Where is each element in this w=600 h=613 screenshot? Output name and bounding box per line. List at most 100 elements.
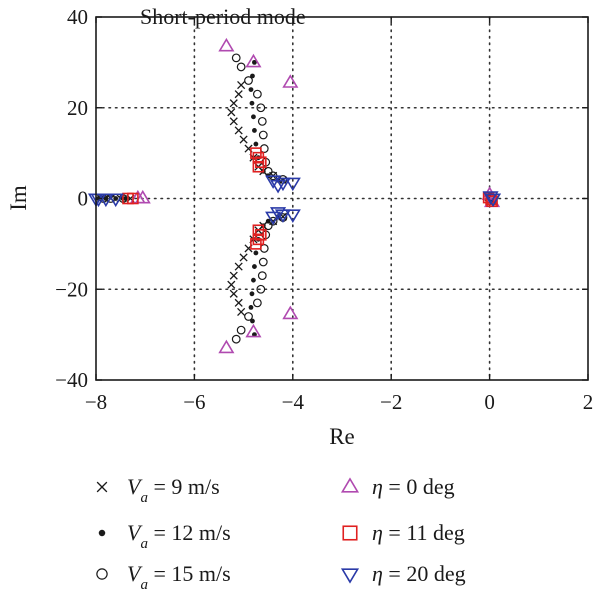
data-point-dot xyxy=(249,100,255,106)
legend-label: η = 0 deg xyxy=(372,474,455,499)
data-point-square xyxy=(252,160,265,173)
data-point-square xyxy=(486,195,498,208)
x-stroke xyxy=(227,108,236,117)
legend-marker-x xyxy=(96,481,108,493)
data-point-x xyxy=(234,262,243,271)
x-stroke xyxy=(237,81,246,90)
data-point-dot xyxy=(252,128,257,133)
legend-variable: η xyxy=(372,474,383,499)
data-point-circle xyxy=(236,325,246,335)
legend-label: Va = 9 m/s xyxy=(127,474,220,506)
legend-marker-dot xyxy=(98,529,106,537)
data-point-x xyxy=(227,108,236,117)
legend-label: η = 11 deg xyxy=(372,520,465,545)
legend-value: = 9 m/s xyxy=(148,474,220,499)
legend-entry: Va = 12 m/s xyxy=(98,520,231,552)
data-point-triangle-down xyxy=(107,193,124,208)
data-point-x xyxy=(229,271,238,280)
x-stroke xyxy=(239,253,248,262)
x-stroke xyxy=(227,280,236,289)
data-point-circle xyxy=(231,334,241,344)
legend-entry: η = 20 deg xyxy=(340,561,466,586)
y-tick-label: 20 xyxy=(67,96,88,120)
data-point-dot xyxy=(248,305,254,310)
data-point-dot xyxy=(252,59,257,65)
series-triangle-down xyxy=(87,175,502,226)
data-point-x xyxy=(234,126,243,135)
y-tick-label: 0 xyxy=(78,187,89,211)
data-point-circle xyxy=(244,312,253,321)
x-tick-label: −4 xyxy=(282,390,305,414)
y-tick-label: −20 xyxy=(55,277,88,301)
data-point-triangle-up xyxy=(218,37,235,52)
x-stroke xyxy=(237,307,246,316)
x-axis-label: Re xyxy=(329,424,355,449)
legend-entry: η = 0 deg xyxy=(340,474,455,499)
legend-label: η = 20 deg xyxy=(372,561,466,586)
legend-marker-triangle-up xyxy=(340,477,360,493)
data-point-triangle-down xyxy=(265,211,282,226)
x-stroke xyxy=(234,126,243,135)
data-point-circle xyxy=(256,284,266,294)
legend-entry: Va = 15 m/s xyxy=(96,561,231,593)
data-point-circle xyxy=(263,166,273,176)
x-stroke xyxy=(234,90,243,99)
data-point-x xyxy=(239,135,248,144)
data-point-square xyxy=(252,224,265,237)
data-point-dot xyxy=(248,87,254,92)
data-point-circle xyxy=(244,76,253,85)
data-point-dot xyxy=(251,277,256,283)
data-point-circle xyxy=(236,62,246,72)
legend-variable: V xyxy=(127,561,143,586)
data-point-triangle-down xyxy=(284,209,301,223)
data-point-x xyxy=(237,81,246,90)
data-point-dot xyxy=(252,264,257,269)
data-point-x xyxy=(234,90,243,99)
data-point-x xyxy=(229,99,238,108)
y-tick-label: 40 xyxy=(67,5,88,29)
x-stroke xyxy=(229,271,238,280)
legend-variable: η xyxy=(372,561,383,586)
data-point-circle xyxy=(263,221,273,231)
x-stroke xyxy=(234,262,243,271)
x-tick-label: −6 xyxy=(183,390,205,414)
data-point-circle xyxy=(257,116,267,126)
data-point-x xyxy=(229,117,238,126)
data-point-triangle-up xyxy=(282,305,299,320)
data-point-triangle-up xyxy=(245,53,262,68)
data-point-triangle-down xyxy=(269,207,287,221)
legend-label: Va = 15 m/s xyxy=(127,561,231,593)
data-point-x xyxy=(237,307,246,316)
data-point-triangle-down xyxy=(274,177,292,192)
x-stroke xyxy=(234,298,243,307)
legend-value: = 20 deg xyxy=(383,561,466,586)
grid-layer xyxy=(95,16,589,381)
data-point-x xyxy=(234,298,243,307)
data-point-triangle-down xyxy=(482,191,499,205)
legend-marker-square xyxy=(342,525,358,541)
legend-subscript: a xyxy=(140,577,148,593)
x-tick-label: 2 xyxy=(583,390,594,414)
data-point-dot xyxy=(253,250,259,256)
y-tick-label: −40 xyxy=(55,368,88,392)
data-point-circle xyxy=(258,257,268,267)
x-tick-label: −2 xyxy=(380,390,402,414)
x-stroke xyxy=(229,117,238,126)
legend-marker-triangle-down xyxy=(340,568,360,584)
legend-label: Va = 12 m/s xyxy=(127,520,231,552)
series-triangle-up xyxy=(129,37,501,354)
data-point-dot xyxy=(251,114,256,120)
data-point-x xyxy=(239,253,248,262)
data-point-triangle-up xyxy=(218,339,235,354)
legend-value: = 0 deg xyxy=(383,474,455,499)
data-point-x xyxy=(229,289,238,298)
data-point-triangle-up xyxy=(245,323,262,338)
plot-annotation: Short-period mode xyxy=(140,4,306,29)
legend-subscript: a xyxy=(140,490,148,506)
data-point-dot xyxy=(249,291,255,297)
data-point-circle xyxy=(252,298,262,308)
legend: Va = 9 m/s Va = 12 m/s Va = 15 m/s η = 0 de… xyxy=(96,474,466,593)
x-stroke xyxy=(96,481,108,493)
y-axis-label: Im xyxy=(6,185,31,211)
